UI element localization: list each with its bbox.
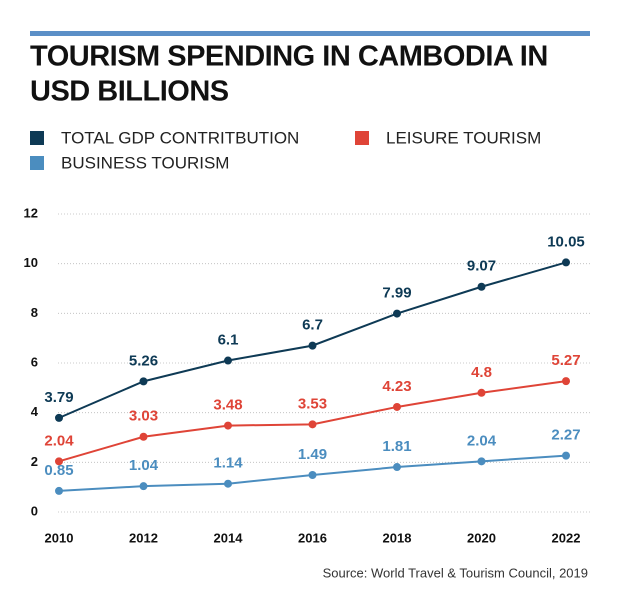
chart-title: USD BILLIONS bbox=[30, 76, 229, 108]
point bbox=[562, 377, 570, 386]
value-label: 7.99 bbox=[382, 285, 411, 302]
point bbox=[224, 421, 232, 430]
value-label: 4.8 bbox=[471, 364, 492, 381]
legend-label: BUSINESS TOURISM bbox=[61, 153, 229, 172]
y-tick-label: 8 bbox=[31, 305, 38, 320]
value-label: 1.04 bbox=[129, 457, 159, 474]
y-tick-label: 6 bbox=[31, 354, 38, 369]
value-label: 1.81 bbox=[382, 438, 411, 455]
x-tick-label: 2014 bbox=[214, 530, 244, 545]
value-label: 4.23 bbox=[382, 378, 411, 395]
legend-swatch bbox=[30, 156, 44, 170]
x-tick-label: 2020 bbox=[467, 530, 496, 545]
value-label: 6.1 bbox=[218, 331, 239, 348]
value-label: 9.07 bbox=[467, 258, 496, 275]
top-bar bbox=[30, 31, 590, 36]
legend-swatch bbox=[30, 131, 44, 145]
value-label: 1.14 bbox=[213, 455, 243, 472]
point bbox=[224, 356, 232, 365]
y-tick-label: 12 bbox=[24, 205, 38, 220]
value-label: 2.27 bbox=[551, 427, 580, 444]
chart-title: TOURISM SPENDING IN CAMBODIA IN bbox=[30, 41, 548, 73]
value-label: 10.05 bbox=[547, 233, 585, 250]
legend-swatch bbox=[355, 131, 369, 145]
x-tick-label: 2010 bbox=[45, 530, 74, 545]
y-tick-label: 4 bbox=[31, 404, 39, 419]
value-label: 6.7 bbox=[302, 317, 323, 334]
point bbox=[477, 282, 486, 291]
x-tick-label: 2022 bbox=[552, 530, 581, 545]
point bbox=[393, 402, 401, 411]
value-label: 3.53 bbox=[298, 395, 327, 412]
legend-label: TOTAL GDP CONTRITBUTION bbox=[61, 128, 299, 147]
point bbox=[55, 413, 63, 422]
point bbox=[55, 457, 63, 466]
point bbox=[308, 420, 317, 429]
source: Source: World Travel & Tourism Council, … bbox=[323, 565, 588, 580]
value-label: 3.48 bbox=[213, 397, 242, 414]
value-label: 3.03 bbox=[129, 408, 158, 425]
value-label: 2.04 bbox=[44, 432, 74, 449]
value-label: 1.49 bbox=[298, 446, 327, 463]
point bbox=[139, 432, 148, 441]
y-tick-label: 0 bbox=[31, 503, 38, 518]
value-label: 2.04 bbox=[467, 432, 497, 449]
point bbox=[477, 388, 486, 397]
point bbox=[139, 377, 148, 386]
x-tick-label: 2012 bbox=[129, 530, 158, 545]
value-label: 5.26 bbox=[129, 352, 158, 369]
point bbox=[477, 457, 486, 466]
legend-label: LEISURE TOURISM bbox=[386, 128, 541, 147]
value-label: 0.85 bbox=[44, 462, 73, 479]
point bbox=[224, 479, 232, 488]
point bbox=[55, 486, 63, 495]
x-tick-label: 2018 bbox=[383, 530, 412, 545]
point bbox=[393, 309, 401, 318]
point bbox=[139, 482, 148, 491]
point bbox=[562, 258, 570, 267]
point bbox=[562, 451, 570, 460]
y-tick-label: 2 bbox=[31, 454, 38, 469]
point bbox=[393, 463, 401, 472]
point bbox=[308, 341, 317, 350]
value-label: 5.27 bbox=[551, 352, 580, 369]
value-label: 3.79 bbox=[44, 389, 73, 406]
x-tick-label: 2016 bbox=[298, 530, 327, 545]
point bbox=[308, 470, 317, 479]
y-tick-label: 10 bbox=[24, 255, 38, 270]
